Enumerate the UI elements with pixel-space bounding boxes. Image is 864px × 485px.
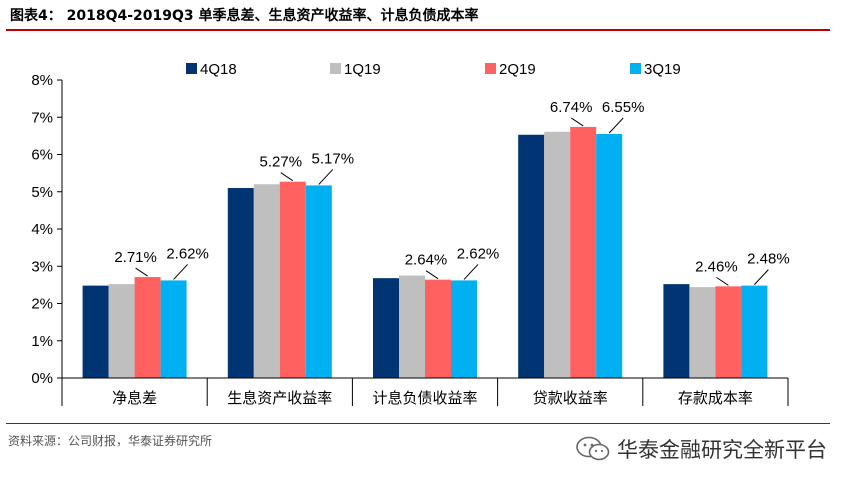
legend-swatch-4q18 [186, 63, 197, 74]
y-tick-label: 7% [31, 109, 53, 126]
data-label: 2.48% [747, 251, 790, 268]
data-label-leader [173, 264, 188, 280]
title-bar: 图表4： 2018Q4-2019Q3 单季息差、生息资产收益率、计息负债成本率 [6, 0, 830, 31]
data-label: 2.46% [695, 258, 738, 275]
x-tick-label: 贷款收益率 [533, 389, 608, 407]
bar-3q19-4 [741, 285, 768, 378]
bar-4q18-3 [518, 134, 545, 378]
y-tick-label: 0% [31, 370, 53, 387]
legend: 4Q18 1Q19 2Q19 3Q19 [186, 61, 681, 78]
data-label-leader [716, 276, 729, 286]
watermark-text: 华泰金融研究全新平台 [617, 438, 827, 462]
bar-4q18-1 [227, 188, 254, 378]
y-tick-label: 5% [31, 184, 53, 201]
data-label-leader [463, 264, 479, 280]
figure-title: 图表4： 2018Q4-2019Q3 单季息差、生息资产收益率、计息负债成本率 [10, 8, 479, 24]
y-tick-label: 3% [31, 258, 53, 275]
bar-4q18-2 [373, 278, 399, 378]
bar-2q19-4 [715, 286, 742, 378]
y-tick-label: 6% [31, 147, 53, 164]
footer-divider [6, 423, 830, 424]
data-label: 2.64% [405, 252, 448, 269]
data-label: 6.74% [550, 99, 593, 116]
bar-2q19-2 [425, 279, 451, 378]
data-label-leader [425, 270, 439, 280]
data-labels-group: 2.71% 2.62% 5.27% 5.17% 2.64% 2.62% 6.74% 6.55%… [114, 99, 790, 286]
legend-label: 2Q19 [499, 61, 536, 78]
x-tick-label: 存款成本率 [678, 389, 753, 407]
data-label: 6.55% [602, 99, 645, 116]
bar-2q19-1 [279, 181, 306, 378]
bar-1q19-0 [108, 284, 135, 378]
data-label-leader [135, 267, 148, 277]
legend-label: 4Q18 [200, 61, 237, 78]
data-label: 5.17% [312, 150, 355, 167]
bar-4q18-0 [82, 285, 109, 378]
bar-3q19-0 [160, 280, 187, 378]
legend-label: 3Q19 [644, 61, 681, 78]
data-label: 5.27% [260, 154, 303, 171]
bar-1q19-4 [689, 287, 716, 378]
bar-2q19-0 [134, 277, 161, 378]
data-label-leader [318, 169, 334, 185]
bar-1q19-2 [399, 275, 425, 378]
bars-group [82, 126, 768, 378]
legend-swatch-2q19 [485, 63, 496, 74]
data-label: 2.71% [114, 249, 157, 266]
y-tick-label: 2% [31, 296, 53, 313]
data-label-leader [754, 269, 769, 285]
data-label-leader [608, 117, 624, 134]
y-tick-label: 8% [31, 72, 53, 89]
x-tick-label: 生息资产收益率 [227, 389, 332, 407]
data-label-leader [570, 117, 584, 127]
data-label: 2.62% [166, 245, 209, 262]
y-tick-label: 4% [31, 221, 53, 238]
bar-3q19-3 [596, 134, 623, 378]
x-tick-label: 净息差 [112, 389, 157, 407]
bar-3q19-2 [451, 280, 477, 378]
bar-4q18-4 [663, 284, 690, 378]
legend-swatch-1q19 [330, 63, 341, 74]
y-tick-label: 1% [31, 333, 53, 350]
bar-1q19-1 [253, 184, 280, 378]
bar-1q19-3 [544, 131, 571, 378]
wechat-icon [576, 436, 610, 461]
data-label: 2.62% [457, 245, 500, 262]
bar-2q19-3 [570, 126, 597, 378]
legend-swatch-3q19 [630, 63, 641, 74]
watermark: 华泰金融研究全新平台 [575, 434, 827, 464]
x-tick-label: 计息负债收益率 [372, 389, 477, 407]
legend-label: 1Q19 [344, 61, 381, 78]
source-note: 资料来源：公司财报，华泰证券研究所 [8, 434, 213, 448]
bar-3q19-1 [305, 185, 332, 378]
data-label-leader [280, 172, 294, 182]
axes-group: 0% 1% 2% 3% 4% 5% 6% 7% 8% 净息差 生息资产收益率 计息负债收益率 贷款收益率… [31, 72, 789, 407]
